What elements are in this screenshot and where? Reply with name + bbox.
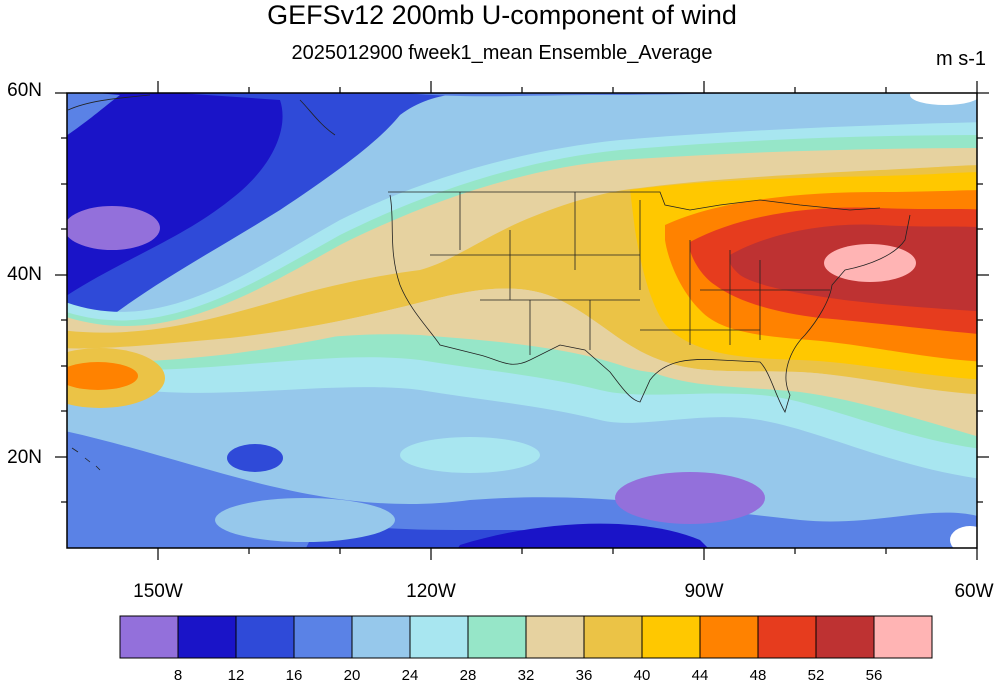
colorbar-box bbox=[467, 615, 527, 659]
chart-title: GEFSv12 200mb U-component of wind bbox=[267, 0, 737, 30]
colorbar-box bbox=[525, 615, 585, 659]
colorbar-label: 32 bbox=[517, 667, 535, 684]
colorbar-label: 40 bbox=[633, 667, 651, 684]
colorbar-box bbox=[815, 615, 875, 659]
colorbar-label: 24 bbox=[401, 667, 419, 684]
lat-ticks bbox=[55, 92, 989, 503]
colorbar-box bbox=[873, 615, 933, 659]
lon-label-120w: 120W bbox=[406, 581, 456, 602]
colorbar-box bbox=[119, 615, 179, 659]
colorbar-box bbox=[293, 615, 353, 659]
colorbar-box bbox=[409, 615, 469, 659]
colorbar-label: 20 bbox=[343, 667, 361, 684]
colorbar-box bbox=[235, 615, 295, 659]
colorbar-label: 48 bbox=[749, 667, 767, 684]
coastlines bbox=[67, 94, 911, 471]
lat-label-40n: 40N bbox=[7, 264, 42, 285]
lat-label-20n: 20N bbox=[7, 447, 42, 468]
colorbar-box bbox=[583, 615, 643, 659]
colorbar bbox=[119, 615, 933, 659]
colorbar-label: 12 bbox=[227, 667, 245, 684]
colorbar-box bbox=[641, 615, 701, 659]
lon-ticks bbox=[157, 81, 978, 560]
colorbar-label: 56 bbox=[865, 667, 883, 684]
colorbar-box bbox=[757, 615, 817, 659]
colorbar-label: 52 bbox=[807, 667, 825, 684]
lat-label-60n: 60N bbox=[7, 80, 42, 101]
colorbar-box bbox=[699, 615, 759, 659]
lon-label-90w: 90W bbox=[684, 581, 724, 602]
chart-subtitle: 2025012900 fweek1_mean Ensemble_Average bbox=[291, 42, 713, 64]
colorbar-label: 8 bbox=[173, 667, 183, 684]
colorbar-box bbox=[351, 615, 411, 659]
colorbar-label: 28 bbox=[459, 667, 477, 684]
colorbar-label: 16 bbox=[285, 667, 303, 684]
wind-field bbox=[67, 93, 977, 548]
lon-label-150w: 150W bbox=[133, 581, 183, 602]
colorbar-label: 36 bbox=[575, 667, 593, 684]
colorbar-label: 44 bbox=[691, 667, 709, 684]
lon-label-60w: 60W bbox=[954, 581, 994, 602]
colorbar-box bbox=[177, 615, 237, 659]
units-label: m s-1 bbox=[936, 48, 986, 70]
